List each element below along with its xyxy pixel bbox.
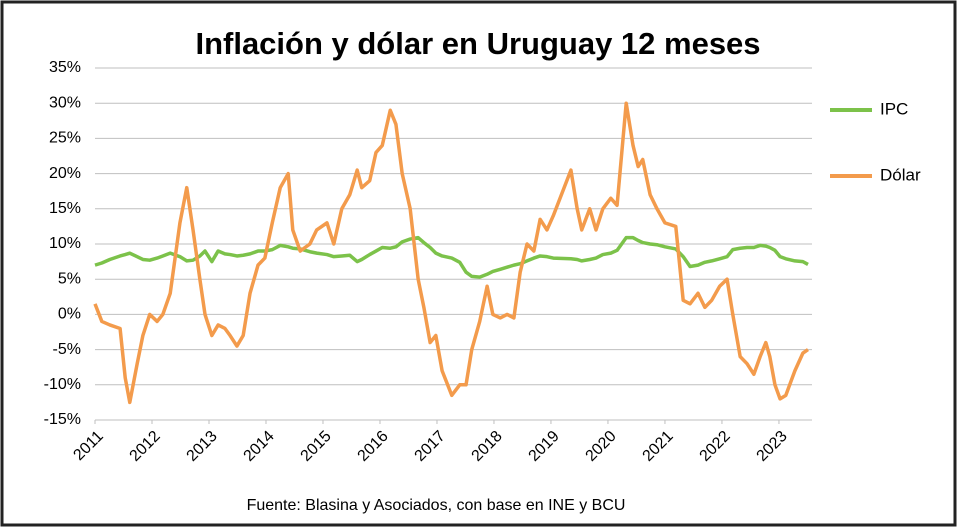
y-tick-label: 10% <box>49 235 81 252</box>
y-tick-label: 30% <box>49 94 81 111</box>
source-note: Fuente: Blasina y Asociados, con base en… <box>247 497 626 514</box>
y-tick-label: 0% <box>58 306 81 323</box>
y-tick-label: 20% <box>49 165 81 182</box>
y-tick-label: 15% <box>49 200 81 217</box>
y-tick-label: -5% <box>53 341 81 358</box>
y-tick-label: -15% <box>44 411 81 428</box>
chart-title: Inflación y dólar en Uruguay 12 meses <box>195 26 760 61</box>
y-tick-label: 25% <box>49 130 81 147</box>
y-tick-label: -10% <box>44 376 81 393</box>
y-tick-label: 5% <box>58 270 81 287</box>
legend-label: IPC <box>880 99 908 118</box>
series-line <box>94 235 809 279</box>
legend-label: Dólar <box>880 165 921 184</box>
y-tick-label: 35% <box>49 59 81 76</box>
series-line <box>93 101 810 405</box>
